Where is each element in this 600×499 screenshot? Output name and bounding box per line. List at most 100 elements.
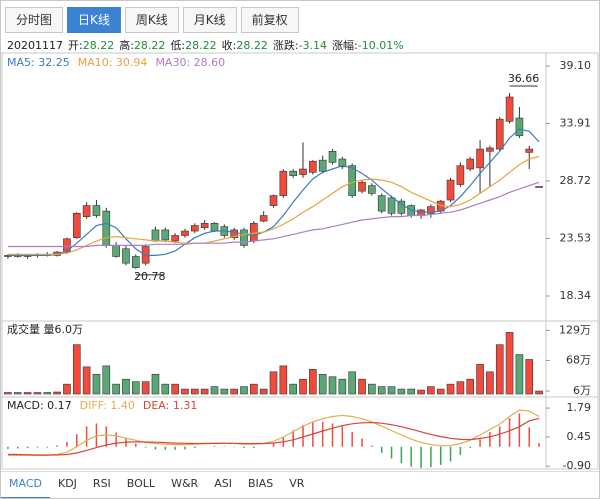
candle-body <box>525 148 534 153</box>
volume-bar <box>417 389 425 395</box>
volume-bar <box>250 383 258 395</box>
volume-bar <box>171 383 179 395</box>
volume-bar <box>377 386 386 395</box>
volume-bar <box>161 383 170 395</box>
indicator-tab[interactable]: KDJ <box>57 477 77 490</box>
volume-bar <box>535 390 543 395</box>
candle-body <box>279 170 288 196</box>
macd-bar <box>17 446 19 449</box>
volume-bar <box>141 381 150 395</box>
volume-bar <box>269 371 278 395</box>
indicator-tab[interactable]: MACD <box>1 472 50 498</box>
indicator-tab[interactable]: BIAS <box>247 477 274 490</box>
candle-body <box>240 229 248 246</box>
y-tick-label: 28.72 <box>560 174 592 187</box>
info-value: 28.22 <box>185 39 217 52</box>
candle-body <box>259 215 268 222</box>
macd-bar <box>194 446 196 449</box>
volume-bar <box>328 376 337 395</box>
ma-line <box>7 128 540 256</box>
ma-line <box>7 155 540 255</box>
ma-line <box>7 417 540 456</box>
info-value: -3.14 <box>298 39 328 52</box>
candle-body <box>250 222 258 242</box>
volume-bar <box>436 388 445 395</box>
macd-bar <box>361 438 363 447</box>
volume-bar <box>348 371 356 395</box>
candle-body <box>122 248 130 264</box>
info-label: 开: <box>68 39 83 52</box>
volume-bar <box>230 388 238 395</box>
macd-bar <box>351 432 353 447</box>
candle-body <box>515 117 524 137</box>
y-tick-label: 23.53 <box>560 231 592 244</box>
volume-bar <box>33 392 42 395</box>
volume-bar <box>82 366 91 395</box>
tab[interactable]: 月K线 <box>182 7 237 33</box>
volume-bar <box>495 344 504 395</box>
volume-bar <box>102 365 111 395</box>
info-label: 高: <box>119 39 134 52</box>
candle-body <box>92 205 101 216</box>
volume-bar <box>446 383 455 395</box>
macd-bar <box>528 427 530 447</box>
macd-bar <box>154 446 157 450</box>
volume-bar <box>72 344 81 395</box>
tab[interactable]: 前复权 <box>240 7 299 33</box>
candle-body <box>318 159 327 172</box>
legend-entry: MA30: 28.60 <box>155 56 225 69</box>
candle-body <box>387 197 396 214</box>
macd-bar <box>420 446 422 468</box>
indicator-tab[interactable]: VR <box>289 477 305 490</box>
macd-bar <box>56 445 58 447</box>
volume-bar <box>4 392 12 395</box>
macd-bar <box>508 418 511 447</box>
volume-bar <box>151 373 160 395</box>
macd-bar <box>331 423 334 447</box>
candle-body <box>200 222 209 229</box>
tab[interactable]: 周K线 <box>124 7 179 33</box>
volume-bar <box>181 388 189 395</box>
volume-bar <box>486 371 494 395</box>
y-tick-label: 18.34 <box>560 289 592 302</box>
volume-bar <box>525 359 534 395</box>
macd-bar <box>253 446 255 449</box>
volume-bar <box>63 383 71 395</box>
macd-bar <box>292 430 294 447</box>
ma-line <box>7 181 540 248</box>
info-value: 28.22 <box>82 39 115 52</box>
volume-bar <box>368 383 376 395</box>
candle-body <box>191 225 199 232</box>
volume-bar <box>515 354 524 395</box>
volume-bar <box>309 369 317 395</box>
volume-bar <box>397 388 406 395</box>
volume-bar <box>387 386 396 395</box>
indicator-tab[interactable]: ASI <box>214 477 232 490</box>
macd-bar <box>115 432 117 447</box>
candle-body <box>102 210 111 246</box>
candle-body <box>181 230 189 236</box>
indicator-tab[interactable]: W&R <box>171 477 199 490</box>
info-line: 20201117 开:28.22 高:28.22 低:28.22 收:28.22 涨跌:-… <box>7 37 409 53</box>
candle-body <box>466 158 475 170</box>
info-value: -10.01% <box>357 39 404 52</box>
candle-body <box>82 205 91 217</box>
candle-body <box>456 165 465 185</box>
volume-bar <box>240 386 248 395</box>
macd-bar <box>459 446 462 455</box>
indicator-tab[interactable]: RSI <box>92 477 111 490</box>
macd-bar <box>76 434 78 447</box>
volume-bar <box>427 386 435 395</box>
volume-bar <box>131 381 140 395</box>
tab[interactable]: 日K线 <box>67 7 121 33</box>
macd-bar <box>36 446 39 448</box>
volume-bar <box>210 386 219 395</box>
tab[interactable]: 分时图 <box>5 7 64 33</box>
candle-body <box>131 256 140 268</box>
macd-bar <box>174 446 176 450</box>
info-label: 涨幅: <box>332 39 358 52</box>
macd-bar <box>390 446 393 459</box>
indicator-tab[interactable]: BOLL <box>126 477 156 490</box>
macd-bar <box>439 446 442 465</box>
